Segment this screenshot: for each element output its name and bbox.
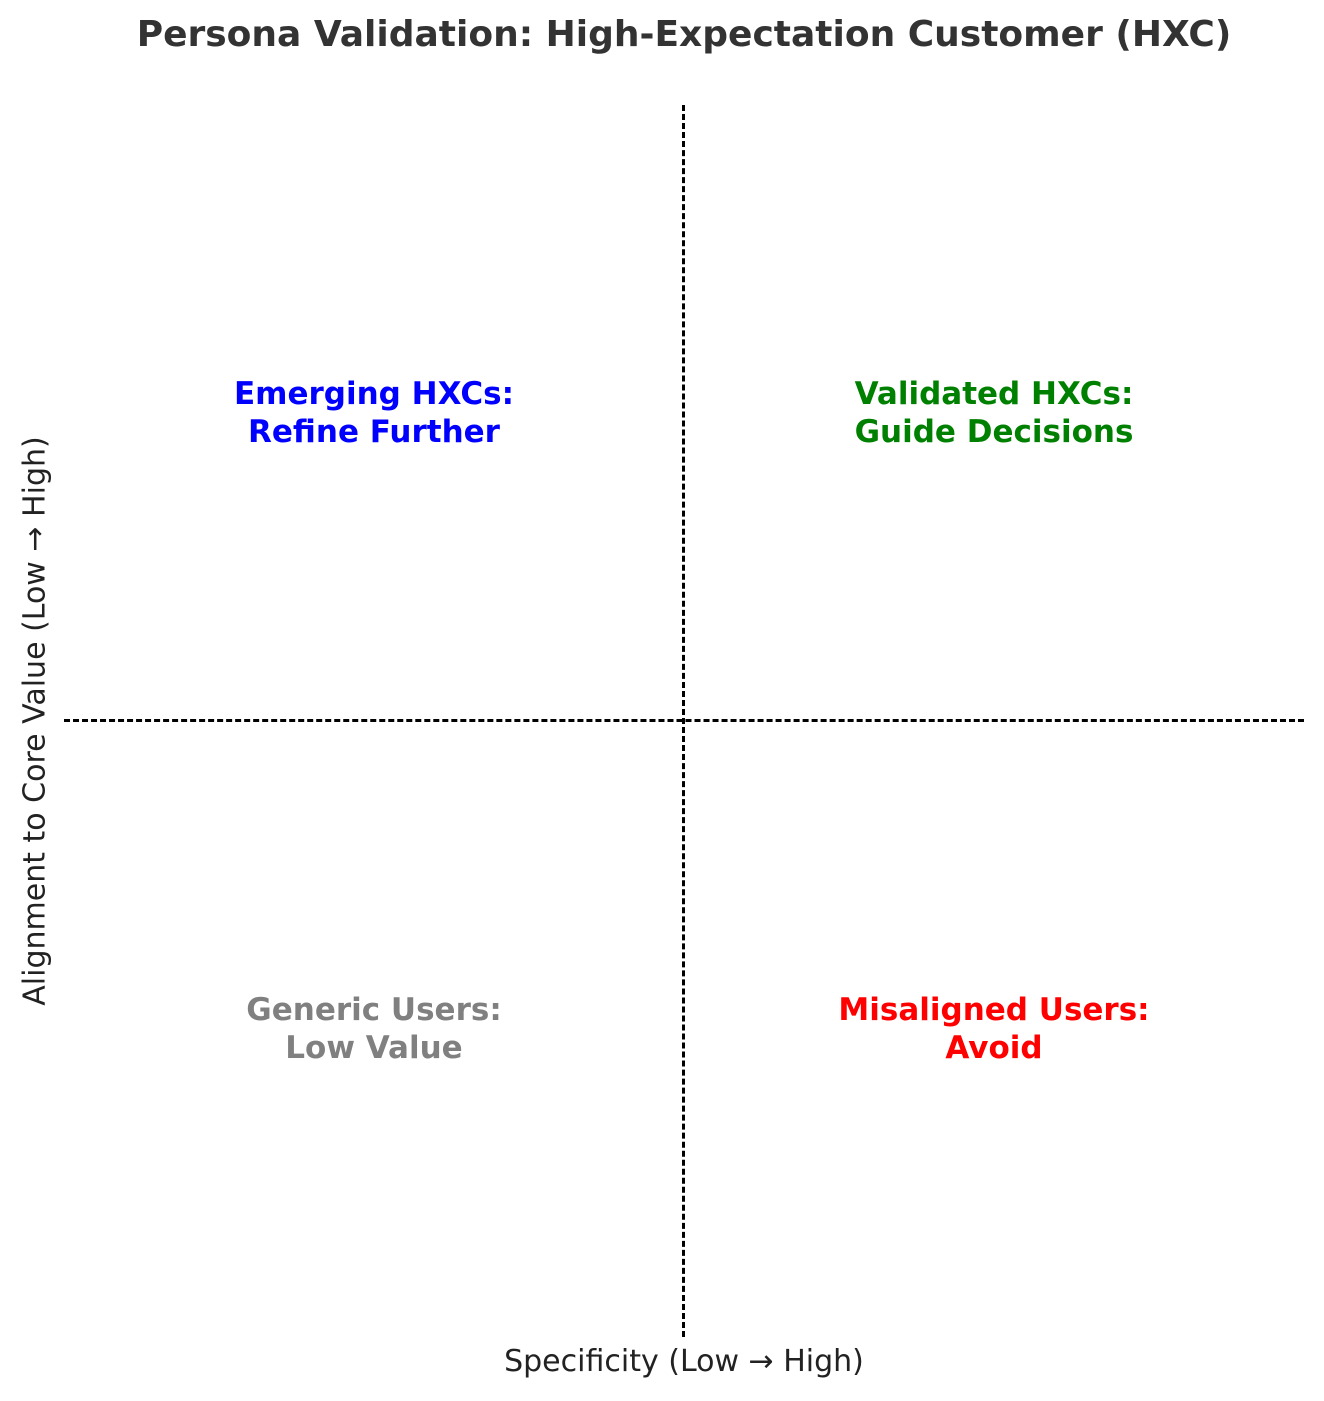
- y-axis-label: Alignment to Core Value (Low → High): [17, 436, 53, 1006]
- quadrant-bottom-right-label: Misaligned Users: Avoid: [838, 992, 1150, 1066]
- quadrant-bottom-left-label: Generic Users: Low Value: [246, 992, 502, 1066]
- quadrant-top-right-label: Validated HXCs: Guide Decisions: [854, 376, 1134, 450]
- quadrant-top-left-label: Emerging HXCs: Refine Further: [234, 376, 514, 450]
- x-axis-label: Specificity (Low → High): [504, 1344, 864, 1379]
- quadrant-plot: Emerging HXCs: Refine Further Validated …: [64, 105, 1304, 1337]
- horizontal-divider: [64, 719, 1304, 722]
- diagram-title: Persona Validation: High-Expectation Cus…: [136, 14, 1232, 55]
